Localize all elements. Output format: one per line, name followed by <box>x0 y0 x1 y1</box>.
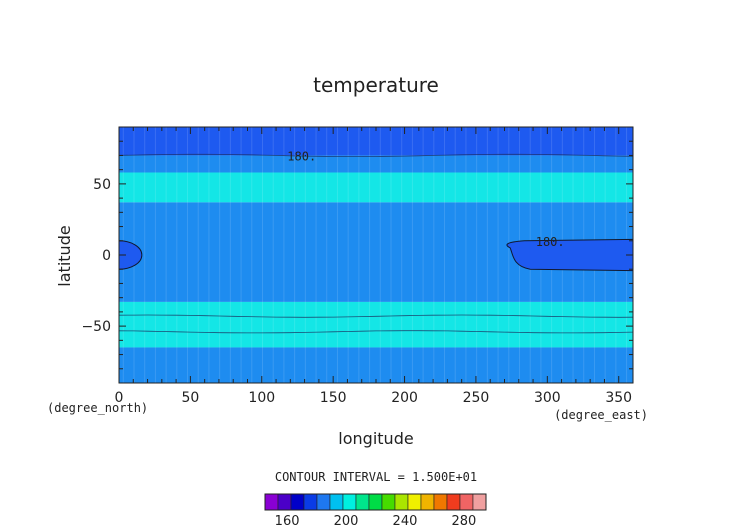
colorbar-swatch <box>343 494 356 510</box>
band-4 <box>119 302 633 348</box>
colorbar-swatch <box>382 494 395 510</box>
x-tick-label: 150 <box>320 390 347 406</box>
contour-label-1: 180. <box>536 235 565 249</box>
colorbar-swatch <box>369 494 382 510</box>
y-axis-label: latitude <box>55 225 74 286</box>
colorbar-swatch <box>473 494 486 510</box>
y-tick-label: −50 <box>81 319 111 335</box>
y-tick-label: 50 <box>93 177 111 193</box>
colorbar-tick-label: 200 <box>334 514 359 529</box>
contour-label-0: 180. <box>287 149 316 163</box>
colorbar-swatch <box>434 494 447 510</box>
x-tick-label: 350 <box>605 390 632 406</box>
colorbar-swatch <box>460 494 473 510</box>
band-0 <box>119 127 633 155</box>
colorbar-swatch <box>356 494 369 510</box>
x-tick-label: 250 <box>463 390 490 406</box>
colorbar-swatch <box>330 494 343 510</box>
colorbar: 160 200 240 280 <box>265 494 486 529</box>
colorbar-swatch <box>395 494 408 510</box>
band-5 <box>119 347 633 383</box>
colorbar-swatch <box>421 494 434 510</box>
band-1 <box>119 155 633 172</box>
colorbar-swatch <box>304 494 317 510</box>
chart-title: temperature <box>313 73 439 97</box>
colorbar-swatch <box>278 494 291 510</box>
colorbar-tick-label: 160 <box>275 514 300 529</box>
colorbar-tick-label: 240 <box>393 514 418 529</box>
y-unit-label: (degree_north) <box>47 401 148 415</box>
colorbar-swatch <box>291 494 304 510</box>
x-unit-label: (degree_east) <box>554 408 648 422</box>
contour-interval-text: CONTOUR INTERVAL = 1.500E+01 <box>275 470 477 484</box>
band-2 <box>119 173 633 203</box>
colorbar-swatch <box>408 494 421 510</box>
colorbar-swatch <box>317 494 330 510</box>
x-tick-label: 200 <box>391 390 418 406</box>
plot-area: 180. 180. <box>119 127 633 383</box>
x-axis-label: longitude <box>338 429 413 448</box>
cold-region-1 <box>507 239 633 270</box>
x-tick-label: 50 <box>181 390 199 406</box>
colorbar-swatch <box>265 494 278 510</box>
colorbar-tick-label: 280 <box>451 514 476 529</box>
colorbar-swatch <box>447 494 460 510</box>
x-tick-label: 100 <box>248 390 275 406</box>
x-tick-label: 300 <box>534 390 561 406</box>
y-tick-label: 0 <box>102 248 111 264</box>
